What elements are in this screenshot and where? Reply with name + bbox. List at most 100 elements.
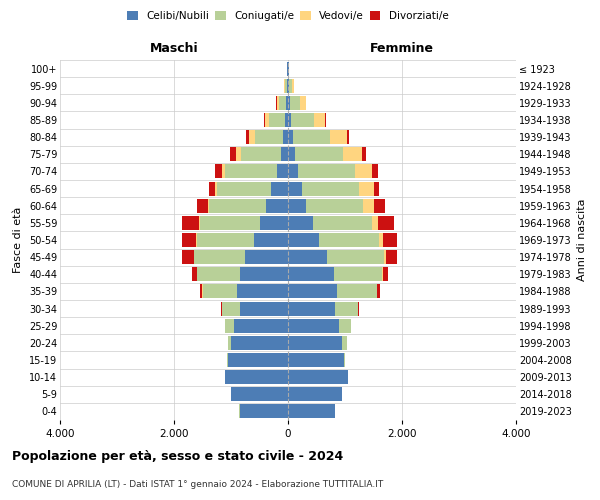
Bar xyxy=(325,113,326,127)
Y-axis label: Fasce di età: Fasce di età xyxy=(13,207,23,273)
Bar xyxy=(226,370,288,384)
Bar xyxy=(249,130,255,144)
Bar xyxy=(384,250,386,264)
Bar xyxy=(208,198,209,212)
Bar xyxy=(378,216,394,230)
Bar xyxy=(289,78,292,92)
Bar xyxy=(215,182,217,196)
Bar xyxy=(209,182,215,196)
Bar xyxy=(255,130,283,144)
Bar xyxy=(293,130,329,144)
Bar xyxy=(319,233,379,247)
Bar xyxy=(292,78,294,92)
Bar xyxy=(314,113,325,127)
Bar xyxy=(197,268,239,281)
Bar xyxy=(288,302,335,316)
Bar xyxy=(226,164,277,178)
Bar xyxy=(200,216,260,230)
Bar xyxy=(197,198,208,212)
Bar xyxy=(386,250,397,264)
Bar xyxy=(363,198,373,212)
Bar xyxy=(285,78,287,92)
Bar xyxy=(290,96,300,110)
Bar xyxy=(288,148,295,162)
Bar xyxy=(358,302,359,316)
Bar xyxy=(373,216,378,230)
Bar xyxy=(327,250,384,264)
Bar xyxy=(281,148,288,162)
Bar xyxy=(288,113,291,127)
Bar xyxy=(373,182,379,196)
Bar xyxy=(340,318,350,332)
Bar xyxy=(182,250,194,264)
Bar xyxy=(227,353,228,367)
Bar xyxy=(236,148,241,162)
Bar xyxy=(226,318,234,332)
Bar xyxy=(288,182,302,196)
Bar xyxy=(231,388,288,402)
Bar xyxy=(288,78,289,92)
Bar xyxy=(264,113,265,127)
Bar xyxy=(280,96,286,110)
Text: Popolazione per età, sesso e stato civile - 2024: Popolazione per età, sesso e stato civil… xyxy=(12,450,343,463)
Bar xyxy=(209,198,266,212)
Bar xyxy=(383,268,388,281)
Bar xyxy=(288,250,327,264)
Bar xyxy=(288,318,340,332)
Bar xyxy=(337,284,377,298)
Bar xyxy=(288,233,319,247)
Bar xyxy=(302,182,359,196)
Bar xyxy=(373,198,385,212)
Bar xyxy=(221,302,223,316)
Bar xyxy=(286,96,288,110)
Bar xyxy=(288,216,313,230)
Bar xyxy=(266,198,288,212)
Bar xyxy=(379,233,383,247)
Bar xyxy=(383,233,397,247)
Bar xyxy=(239,404,288,418)
Bar xyxy=(382,268,383,281)
Bar xyxy=(231,336,288,350)
Bar xyxy=(377,284,380,298)
Bar xyxy=(230,148,236,162)
Bar xyxy=(343,148,362,162)
Bar xyxy=(182,216,199,230)
Text: Maschi: Maschi xyxy=(149,42,199,55)
Bar xyxy=(342,336,347,350)
Bar xyxy=(194,250,245,264)
Bar xyxy=(228,353,288,367)
Bar xyxy=(313,216,373,230)
Bar xyxy=(245,250,288,264)
Bar xyxy=(182,233,196,247)
Bar xyxy=(200,284,202,298)
Bar xyxy=(295,148,343,162)
Bar xyxy=(284,78,285,92)
Bar xyxy=(217,182,271,196)
Bar xyxy=(288,353,344,367)
Bar xyxy=(288,130,293,144)
Bar xyxy=(265,113,269,127)
Text: Femmine: Femmine xyxy=(370,42,434,55)
Text: COMUNE DI APRILIA (LT) - Dati ISTAT 1° gennaio 2024 - Elaborazione TUTTITALIA.IT: COMUNE DI APRILIA (LT) - Dati ISTAT 1° g… xyxy=(12,480,383,489)
Bar xyxy=(260,216,288,230)
Bar xyxy=(359,182,373,196)
Bar xyxy=(306,198,363,212)
Bar xyxy=(335,302,358,316)
Bar xyxy=(247,130,249,144)
Bar xyxy=(241,148,281,162)
Bar xyxy=(223,302,239,316)
Bar xyxy=(288,370,348,384)
Bar xyxy=(192,268,197,281)
Legend: Celibi/Nubili, Coniugati/e, Vedovi/e, Divorziati/e: Celibi/Nubili, Coniugati/e, Vedovi/e, Di… xyxy=(124,8,452,24)
Bar xyxy=(203,284,236,298)
Bar xyxy=(234,318,288,332)
Bar xyxy=(197,233,254,247)
Bar xyxy=(288,336,342,350)
Bar xyxy=(271,182,288,196)
Bar xyxy=(373,164,378,178)
Bar xyxy=(287,78,288,92)
Bar xyxy=(288,388,342,402)
Bar xyxy=(254,233,288,247)
Bar xyxy=(344,353,345,367)
Bar xyxy=(288,96,290,110)
